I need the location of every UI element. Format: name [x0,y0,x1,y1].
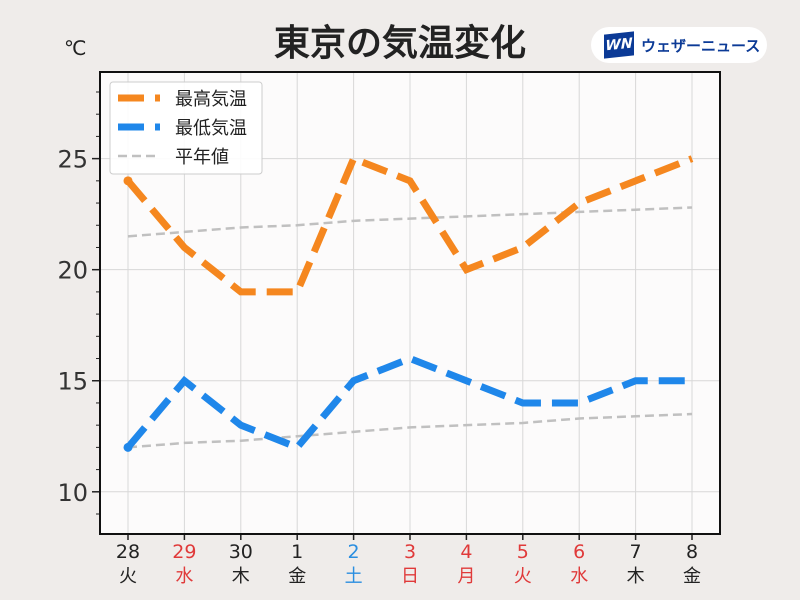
chart-title: 東京の気温変化 [273,23,526,64]
x-tick-day: 3 [404,541,416,563]
x-tick-weekday: 金 [683,566,701,587]
x-tick-day: 7 [630,541,642,563]
x-tick-day: 4 [460,541,472,563]
x-tick-day: 28 [116,541,140,563]
legend-label: 最高気温 [175,89,247,110]
x-tick-weekday: 日 [401,566,419,587]
x-tick-weekday: 水 [175,566,193,587]
legend-label: 平年値 [175,147,229,168]
x-tick-day: 29 [172,541,196,563]
x-tick-weekday: 土 [345,566,363,587]
x-tick-day: 6 [573,541,585,563]
y-tick-label: 25 [57,146,88,174]
plot-frame [99,71,721,535]
series-start-point [123,442,133,452]
y-tick-label: 15 [57,368,88,396]
x-tick-weekday: 火 [514,566,532,587]
x-tick-weekday: 金 [288,566,306,587]
x-tick-day: 8 [686,541,698,563]
x-tick-weekday: 月 [457,566,475,587]
legend-box [109,81,263,175]
series-line-normal [127,206,693,238]
x-tick-day: 5 [517,541,529,563]
x-tick-day: 1 [291,541,303,563]
series-line-normal [127,412,693,449]
x-tick-day: 2 [348,541,360,563]
x-tick-weekday: 火 [119,566,137,587]
weathernews-logo: WN ウェザーニュース [591,27,767,63]
x-tick-weekday: 木 [627,566,645,587]
series-line-最低気温 [125,354,692,452]
series-start-point [123,176,133,186]
legend-label: 最低気温 [175,118,247,139]
series-line-最高気温 [125,154,694,296]
y-axis-unit: ℃ [64,36,87,60]
x-tick-day: 30 [229,541,253,563]
y-tick-label: 20 [57,257,88,285]
y-tick-label: 10 [57,479,88,507]
brand-name: ウェザーニュース [641,37,761,55]
x-tick-weekday: 木 [232,566,250,587]
x-tick-weekday: 水 [570,566,588,587]
